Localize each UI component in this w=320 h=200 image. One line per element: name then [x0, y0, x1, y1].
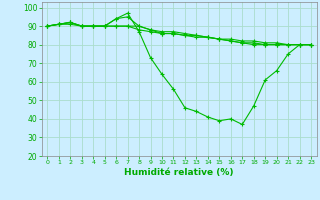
X-axis label: Humidité relative (%): Humidité relative (%): [124, 168, 234, 177]
